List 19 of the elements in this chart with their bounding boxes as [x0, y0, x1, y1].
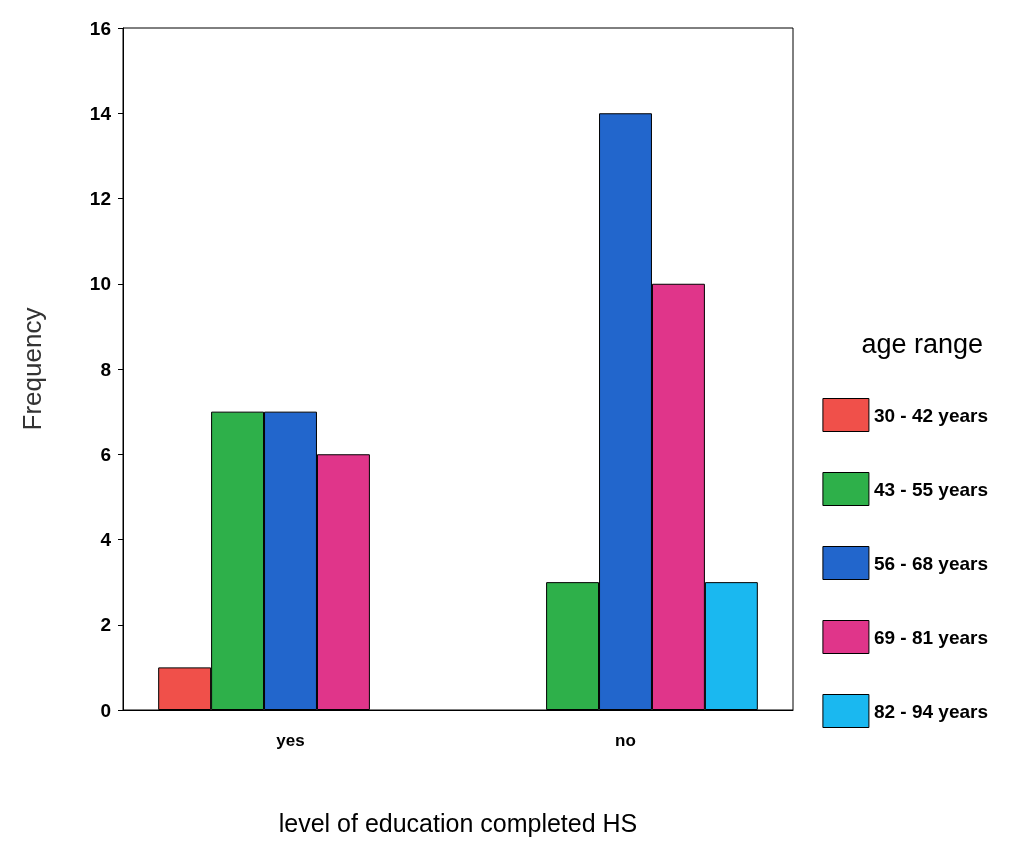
x-tick-label: yes	[276, 731, 305, 750]
y-tick-label: 4	[100, 529, 112, 550]
y-tick-label: 14	[89, 102, 112, 124]
legend-label: 43 - 55 years	[873, 478, 988, 500]
x-tick-label: no	[615, 731, 636, 750]
x-axis-title: level of education completed HS	[278, 808, 638, 837]
y-tick-label: 12	[89, 188, 111, 209]
y-axis-title: Frequency	[17, 307, 47, 431]
y-tick-label: 8	[100, 358, 111, 380]
legend-label: 69 - 81 years	[873, 626, 988, 648]
y-tick-label: 6	[100, 443, 111, 465]
y-tick-label: 16	[89, 17, 111, 39]
legend-label: 82 - 94 years	[873, 700, 988, 722]
legend-label: 30 - 42 years	[873, 404, 988, 426]
legend-label: 56 - 68 years	[873, 552, 988, 574]
y-tick-label: 0	[100, 699, 111, 721]
y-tick-label: 2	[100, 614, 111, 636]
y-tick-label: 10	[89, 273, 111, 295]
legend-title: age range	[861, 328, 983, 359]
